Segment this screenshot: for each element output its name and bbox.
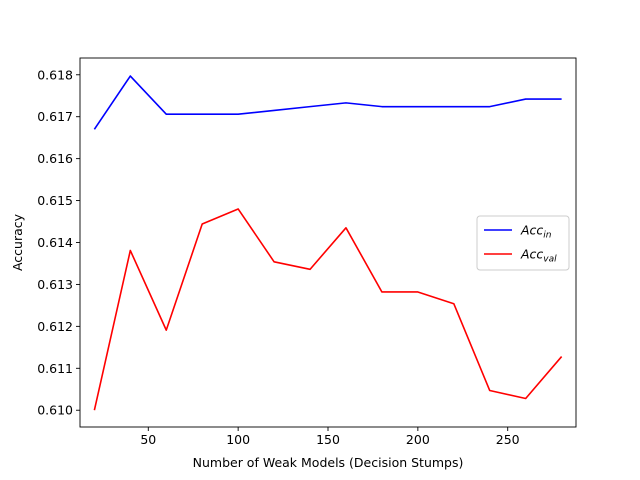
y-tick-label: 0.613 — [37, 277, 73, 292]
y-tick-label: 0.615 — [37, 193, 73, 208]
series-line-in — [93, 75, 562, 130]
y-tick-label: 0.612 — [37, 319, 73, 334]
y-tick-label: 0.617 — [37, 109, 73, 124]
x-tick-label: 100 — [226, 432, 250, 447]
y-tick-label: 0.618 — [37, 67, 73, 82]
series-line-val — [93, 208, 563, 411]
y-axis-label: Accuracy — [10, 213, 25, 271]
x-tick-label: 200 — [406, 432, 430, 447]
y-tick-label: 0.616 — [37, 151, 73, 166]
y-tick-label: 0.614 — [37, 235, 73, 250]
x-axis-label: Number of Weak Models (Decision Stumps) — [193, 455, 464, 470]
y-tick-label: 0.610 — [37, 403, 73, 418]
x-tick-label: 150 — [316, 432, 340, 447]
y-tick-label: 0.611 — [37, 361, 73, 376]
x-axis: 50 100 150 200 250 — [140, 427, 520, 447]
y-axis: 0.610 0.611 0.612 0.613 0.614 0.615 0.616 0.617… — [37, 67, 80, 418]
x-tick-label: 50 — [140, 432, 156, 447]
series-layer — [93, 75, 563, 411]
x-tick-label: 250 — [496, 432, 520, 447]
